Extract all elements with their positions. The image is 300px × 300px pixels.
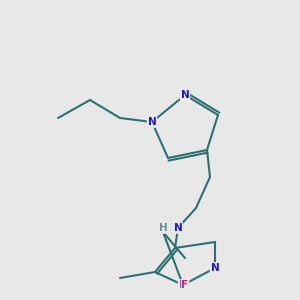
Text: N: N bbox=[211, 263, 219, 273]
Text: F: F bbox=[182, 280, 189, 290]
Text: H: H bbox=[159, 223, 168, 233]
Text: N: N bbox=[181, 90, 189, 100]
Text: N: N bbox=[178, 280, 188, 290]
Text: N: N bbox=[148, 117, 156, 127]
Text: N: N bbox=[174, 223, 182, 233]
